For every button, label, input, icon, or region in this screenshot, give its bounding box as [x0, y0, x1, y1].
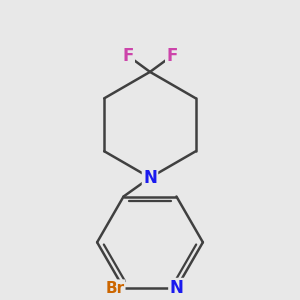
Text: F: F — [122, 47, 134, 65]
Text: Br: Br — [105, 280, 124, 296]
Text: N: N — [169, 279, 183, 297]
Text: F: F — [166, 47, 178, 65]
Text: N: N — [143, 169, 157, 187]
